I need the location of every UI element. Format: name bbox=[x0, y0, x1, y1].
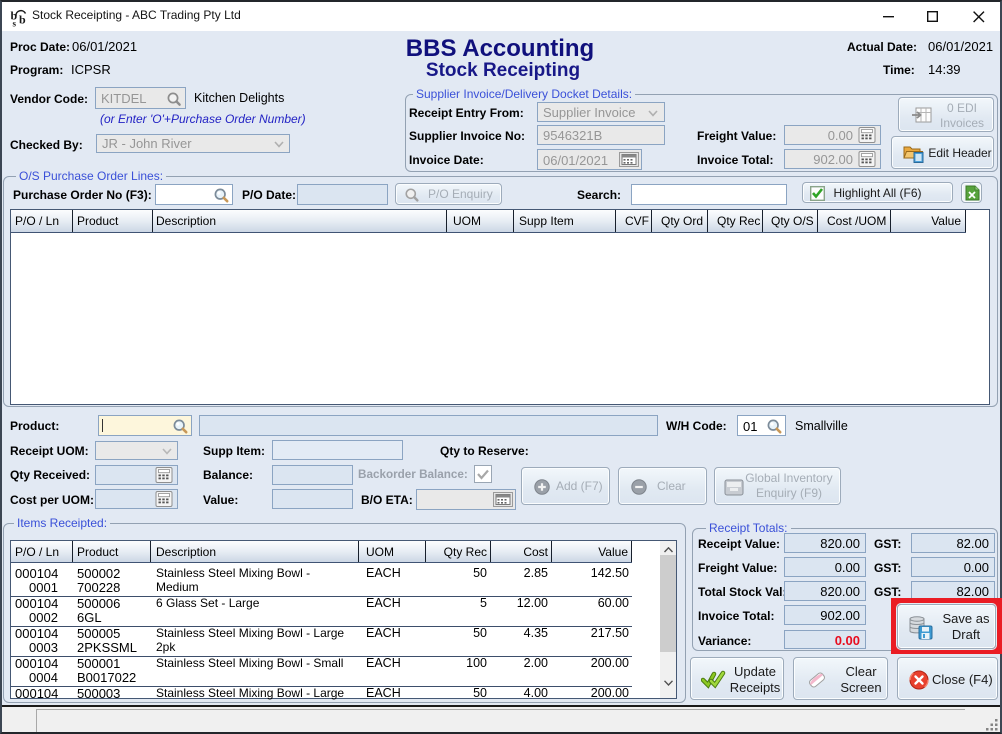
svg-text:b: b bbox=[19, 13, 26, 27]
svg-text:b: b bbox=[11, 9, 18, 23]
svg-text:s: s bbox=[13, 19, 17, 28]
